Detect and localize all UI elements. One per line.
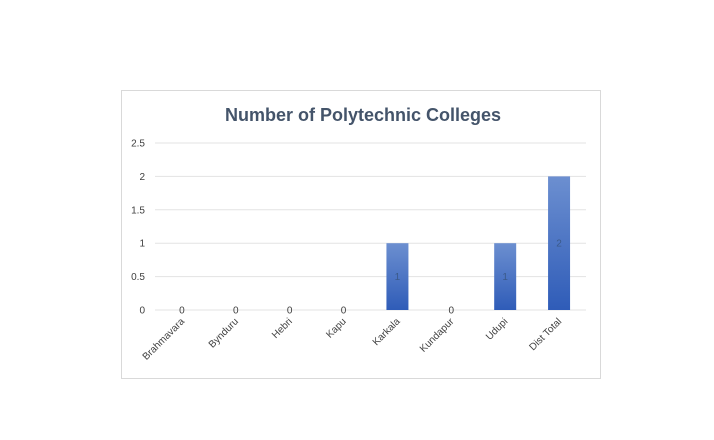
data-label: 0	[287, 306, 293, 317]
y-tick-label: 1	[139, 239, 145, 250]
data-label: 2	[556, 239, 562, 250]
bar	[548, 176, 571, 310]
y-tick-label: 2.5	[131, 139, 145, 150]
data-labels: 0 0 0 0 1 0 1 2	[179, 239, 562, 317]
chart-title: Number of Polytechnic Colleges	[225, 105, 501, 125]
chart-frame	[121, 90, 601, 379]
data-label: 0	[233, 306, 239, 317]
x-category-label: Kundapur	[418, 316, 457, 355]
x-category-label: Kapu	[324, 316, 348, 340]
y-axis-ticks: 0 0.5 1 1.5 2 2.5	[131, 139, 145, 317]
data-label: 0	[341, 306, 347, 317]
x-category-label: Bynduru	[207, 316, 241, 350]
data-label: 0	[449, 306, 455, 317]
x-category-label: Udupi	[484, 316, 510, 342]
data-label: 1	[395, 272, 401, 283]
y-tick-label: 2	[139, 172, 145, 183]
x-category-label: Hebri	[270, 316, 295, 341]
x-axis-categories: Brahmavara Bynduru Hebri Kapu Karkala Kundapu…	[141, 316, 564, 363]
bars	[386, 176, 571, 310]
x-category-label: Dist Total	[527, 316, 564, 353]
bar	[386, 243, 409, 310]
data-label: 0	[179, 306, 185, 317]
x-category-label: Brahmavara	[141, 316, 188, 363]
y-tick-label: 1.5	[131, 205, 145, 216]
y-tick-label: 0.5	[131, 272, 145, 283]
y-tick-label: 0	[139, 306, 145, 317]
x-category-label: Karkala	[371, 316, 403, 348]
data-label: 1	[502, 272, 508, 283]
gridlines	[155, 142, 586, 311]
bar	[494, 243, 517, 310]
